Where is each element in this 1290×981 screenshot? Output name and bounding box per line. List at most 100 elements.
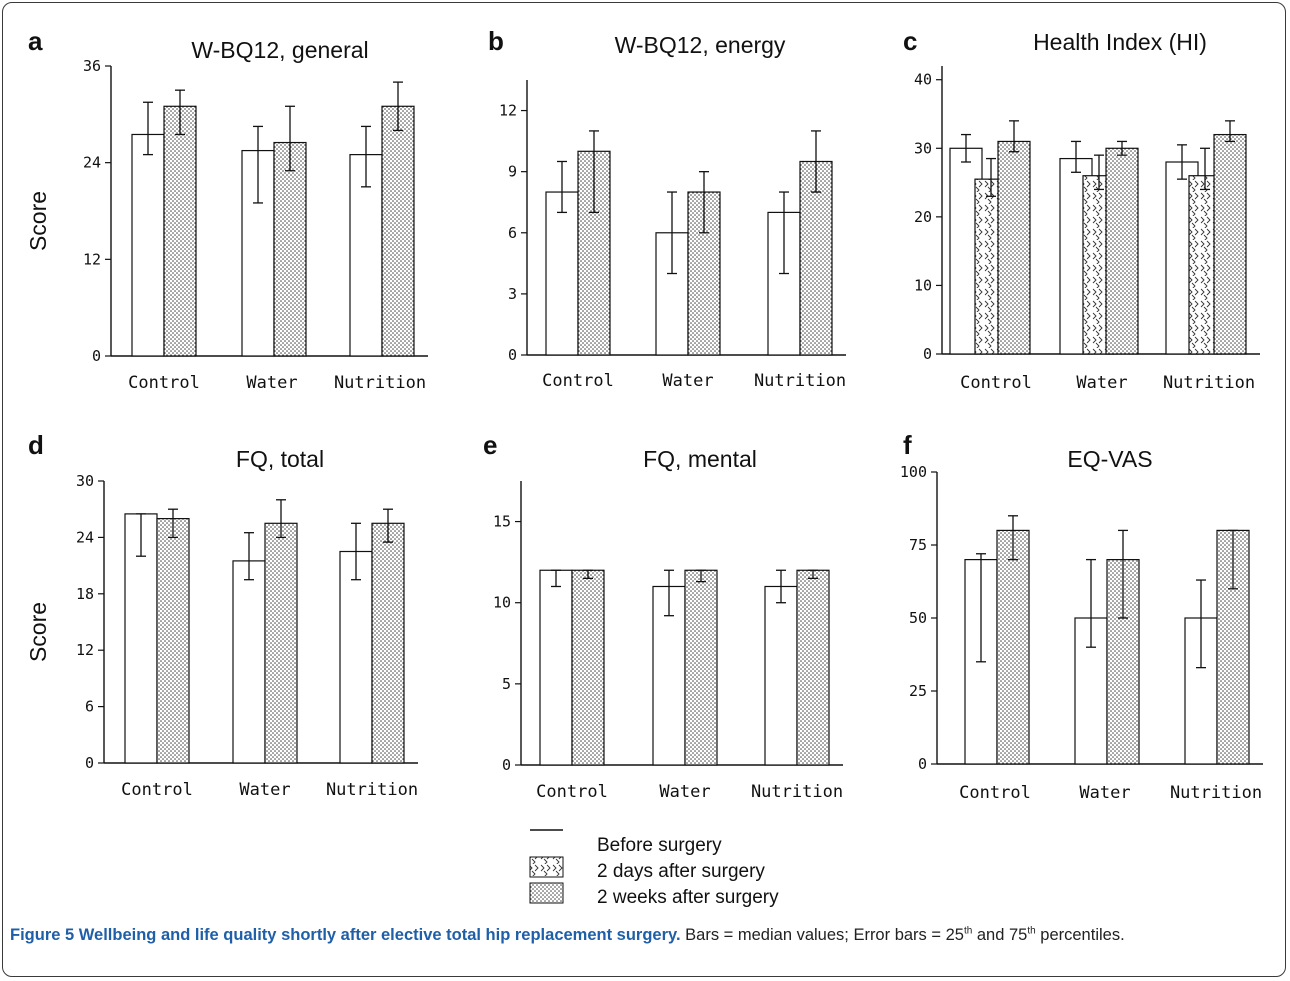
figure-caption: Figure 5 Wellbeing and life quality shor… [10, 924, 1275, 946]
chart-title: W-BQ12, energy [615, 32, 786, 58]
category-label: Nutrition [751, 782, 843, 802]
bar [796, 569, 830, 766]
category-label: Water [1076, 373, 1127, 393]
y-tick-label: 36 [83, 57, 101, 75]
caption-sup-2: th [1027, 925, 1036, 937]
chart-panel-f: f EQ-VAS 0 25 50 75 100 Control Water Nutrition [900, 430, 1263, 803]
chart-title: Health Index (HI) [1033, 29, 1207, 55]
bar [799, 160, 833, 356]
bar [764, 585, 798, 766]
panel-letter: a [28, 26, 43, 56]
y-tick-label: 30 [76, 472, 94, 490]
caption-title: Figure 5 Wellbeing and life quality shor… [10, 926, 681, 944]
y-tick-label: 10 [493, 594, 511, 612]
category-label: Control [128, 373, 200, 393]
chart-title: FQ, total [236, 446, 324, 472]
caption-text-1: Bars = median values; Error bars = 25 [680, 926, 964, 944]
category-label: Water [1079, 783, 1130, 803]
caption-text-2: and 75 [972, 926, 1028, 944]
bar [996, 529, 1030, 765]
bar [1105, 147, 1139, 355]
y-axis-label: Score [25, 191, 51, 251]
chart-panel-d: d FQ, total 0 6 12 18 24 30 Score Control Water Nut… [25, 430, 418, 800]
y-tick-label: 6 [85, 698, 94, 716]
bar [1213, 133, 1247, 355]
y-tick-label: 0 [508, 346, 517, 364]
y-tick-label: 0 [923, 345, 932, 363]
bar [339, 550, 373, 764]
chart-panel-e: e FQ, mental 0 5 10 15 Control Water Nutrition [483, 430, 843, 802]
y-tick-label: 20 [914, 208, 932, 226]
y-tick-label: 50 [909, 609, 927, 627]
category-label: Water [239, 780, 290, 800]
bar [156, 517, 190, 764]
category-label: Nutrition [326, 780, 418, 800]
chart-title: EQ-VAS [1067, 446, 1152, 472]
caption-text-3: percentiles. [1035, 926, 1125, 944]
y-tick-label: 9 [508, 163, 517, 181]
category-label: Water [246, 373, 297, 393]
y-tick-label: 15 [493, 513, 511, 531]
bar [131, 133, 165, 357]
legend-label-2weeks: 2 weeks after surgery [597, 887, 779, 908]
legend-swatch-2days [529, 856, 564, 878]
bar [539, 569, 573, 766]
category-label: Nutrition [334, 373, 426, 393]
y-tick-label: 0 [502, 756, 511, 774]
category-label: Control [959, 783, 1031, 803]
chart-panel-a: a W-BQ12, general 0 12 24 36 Score Control Water… [25, 26, 428, 393]
category-label: Control [542, 371, 614, 391]
panel-letter: c [903, 26, 917, 56]
chart-panel-b: b W-BQ12, energy 0 3 6 9 12 Control Water Nutriti… [488, 26, 846, 391]
category-label: Control [536, 782, 608, 802]
y-tick-label: 12 [76, 641, 94, 659]
legend-label-2days: 2 days after surgery [597, 861, 765, 882]
legend-swatch-2weeks [529, 882, 564, 904]
y-tick-label: 6 [508, 224, 517, 242]
bar [545, 191, 579, 356]
y-tick-label: 12 [499, 102, 517, 120]
y-tick-label: 100 [900, 463, 927, 481]
y-tick-label: 10 [914, 276, 932, 294]
y-tick-label: 24 [83, 154, 101, 172]
chart-title: W-BQ12, general [191, 37, 368, 63]
y-tick-label: 0 [85, 754, 94, 772]
chart-title: FQ, mental [643, 446, 757, 472]
y-tick-label: 25 [909, 682, 927, 700]
caption-sup-1: th [963, 925, 973, 937]
bar [264, 522, 298, 764]
category-label: Control [960, 373, 1032, 393]
y-axis-label: Score [25, 602, 51, 662]
panel-letter: d [28, 430, 44, 460]
legend-label-before: Before surgery [597, 835, 722, 856]
y-tick-label: 30 [914, 139, 932, 157]
category-label: Control [121, 780, 193, 800]
chart-panel-c: c Health Index (HI) 0 10 20 30 40 Control Water N… [903, 26, 1260, 393]
category-label: Water [662, 371, 713, 391]
y-tick-label: 18 [76, 585, 94, 603]
y-tick-label: 3 [508, 285, 517, 303]
y-tick-label: 0 [918, 755, 927, 773]
bar [273, 141, 307, 357]
y-tick-label: 24 [76, 528, 94, 546]
bar [232, 560, 266, 764]
bar [684, 569, 718, 766]
bar [381, 105, 415, 357]
category-label: Nutrition [1163, 373, 1255, 393]
bar [163, 105, 197, 357]
y-tick-label: 0 [92, 347, 101, 365]
category-label: Nutrition [1170, 783, 1262, 803]
panel-letter: e [483, 430, 497, 460]
category-label: Water [659, 782, 710, 802]
bar [371, 522, 405, 764]
bar [997, 140, 1031, 355]
bar [571, 569, 605, 766]
y-tick-label: 75 [909, 536, 927, 554]
y-tick-label: 12 [83, 250, 101, 268]
panel-letter: f [903, 430, 912, 460]
y-tick-label: 40 [914, 71, 932, 89]
panel-letter: b [488, 26, 504, 56]
